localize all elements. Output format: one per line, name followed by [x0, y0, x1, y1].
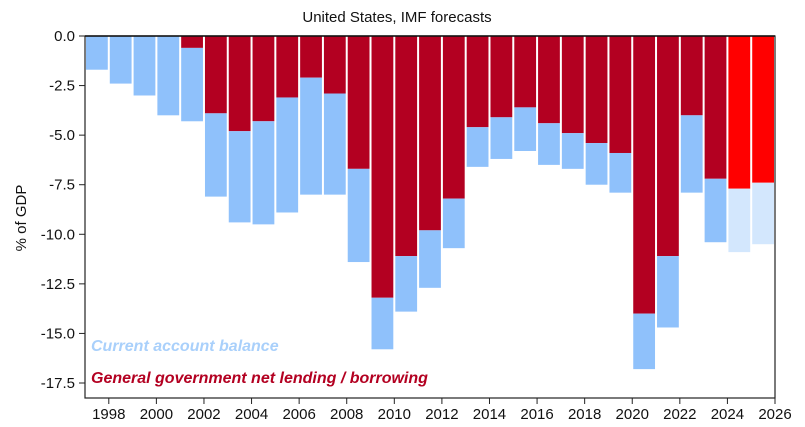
x-tick-label: 2026: [758, 406, 791, 423]
bar-government-2014: [490, 36, 513, 118]
x-tick-label: 2024: [711, 406, 744, 423]
y-axis: 0.0 -2.5 -5.0 -7.5 -10.0 -12.5 -15.0 -17.5: [41, 28, 85, 392]
y-tick-label: -15.0: [41, 325, 75, 342]
bar-current-account-2000: [157, 36, 180, 116]
bar-current-account-2020: [633, 313, 656, 370]
bar-current-account-1997: [86, 36, 108, 70]
x-tick-label: 2012: [425, 406, 458, 423]
y-tick-label: -12.5: [41, 276, 75, 293]
bar-current-account-2017: [561, 133, 584, 169]
bar-government-2003: [228, 36, 251, 132]
y-tick-label: 0.0: [54, 28, 75, 45]
bar-current-account-2025: [752, 182, 774, 245]
bar-current-account-2024: [728, 188, 751, 253]
bar-current-account-1999: [133, 36, 156, 96]
bar-government-2022: [680, 36, 703, 116]
bar-government-2009: [371, 36, 394, 298]
bar-current-account-1998: [109, 36, 132, 84]
y-tick-label: -5.0: [49, 127, 75, 144]
y-tick-label: -17.5: [41, 375, 75, 392]
bar-government-2020: [633, 36, 656, 314]
bar-current-account-2010: [395, 256, 418, 312]
bar-current-account-2004: [252, 121, 275, 225]
bar-government-2013: [466, 36, 489, 128]
bar-current-account-2003: [228, 131, 251, 223]
bar-government-2018: [585, 36, 608, 144]
bar-current-account-2018: [585, 143, 608, 185]
bar-current-account-2014: [490, 117, 513, 159]
x-tick-label: 2000: [140, 406, 173, 423]
chart-title: United States, IMF forecasts: [302, 9, 491, 26]
bar-current-account-2015: [514, 107, 537, 151]
x-tick-label: 2006: [282, 406, 315, 423]
bar-government-2015: [514, 36, 537, 108]
x-tick-label: 2004: [235, 406, 268, 423]
x-tick-label: 2008: [330, 406, 363, 423]
bar-government-2023: [704, 36, 727, 179]
y-tick-label: -10.0: [41, 226, 75, 243]
x-axis: 1998 2000 2002 2004 2006 2008 2010 2012 2014 2016…: [92, 398, 792, 423]
bar-government-2001: [181, 36, 203, 48]
bar-current-account-2009: [371, 297, 394, 350]
bar-current-account-2001: [181, 47, 203, 122]
bar-current-account-2002: [204, 113, 227, 197]
bar-government-2012: [442, 36, 465, 199]
x-tick-label: 1998: [92, 406, 125, 423]
bar-government-2017: [561, 36, 584, 134]
bar-government-2002: [204, 36, 227, 114]
bar-government-2005: [276, 36, 299, 98]
bar-current-account-2007: [323, 93, 346, 195]
bar-current-account-2011: [419, 230, 441, 288]
bar-government-2021: [657, 36, 679, 257]
bar-current-account-2013: [466, 127, 489, 167]
bar-government-2016: [538, 36, 560, 124]
bar-government-2019: [609, 36, 632, 153]
y-tick-label: -7.5: [49, 177, 75, 194]
bar-government-2007: [323, 36, 346, 94]
bar-current-account-2016: [538, 123, 560, 165]
bar-current-account-2022: [680, 115, 703, 193]
x-tick-label: 2016: [520, 406, 553, 423]
y-axis-label: % of GDP: [13, 185, 30, 252]
bar-government-2008: [347, 36, 370, 169]
bar-government-2006: [300, 36, 322, 78]
bar-current-account-2023: [704, 178, 727, 243]
bar-current-account-2008: [347, 168, 370, 263]
x-tick-label: 2022: [663, 406, 696, 423]
x-tick-label: 2018: [568, 406, 601, 423]
legend-government-net-lending: General government net lending / borrowi…: [91, 370, 428, 387]
bar-current-account-2005: [276, 97, 299, 213]
bar-government-2011: [419, 36, 441, 231]
bar-government-2025: [752, 36, 774, 183]
legend-current-account: Current account balance: [91, 338, 279, 355]
x-tick-label: 2002: [187, 406, 220, 423]
bar-current-account-2019: [609, 152, 632, 193]
x-tick-label: 2010: [378, 406, 411, 423]
y-tick-label: -2.5: [49, 78, 75, 95]
bar-current-account-2012: [442, 198, 465, 249]
bars-group: [86, 36, 774, 370]
bar-government-2024: [728, 36, 751, 189]
bar-government-2010: [395, 36, 418, 257]
x-tick-label: 2014: [473, 406, 506, 423]
x-tick-label: 2020: [616, 406, 649, 423]
bar-government-2004: [252, 36, 275, 122]
bar-current-account-2006: [300, 77, 322, 195]
bar-current-account-2021: [657, 256, 679, 328]
